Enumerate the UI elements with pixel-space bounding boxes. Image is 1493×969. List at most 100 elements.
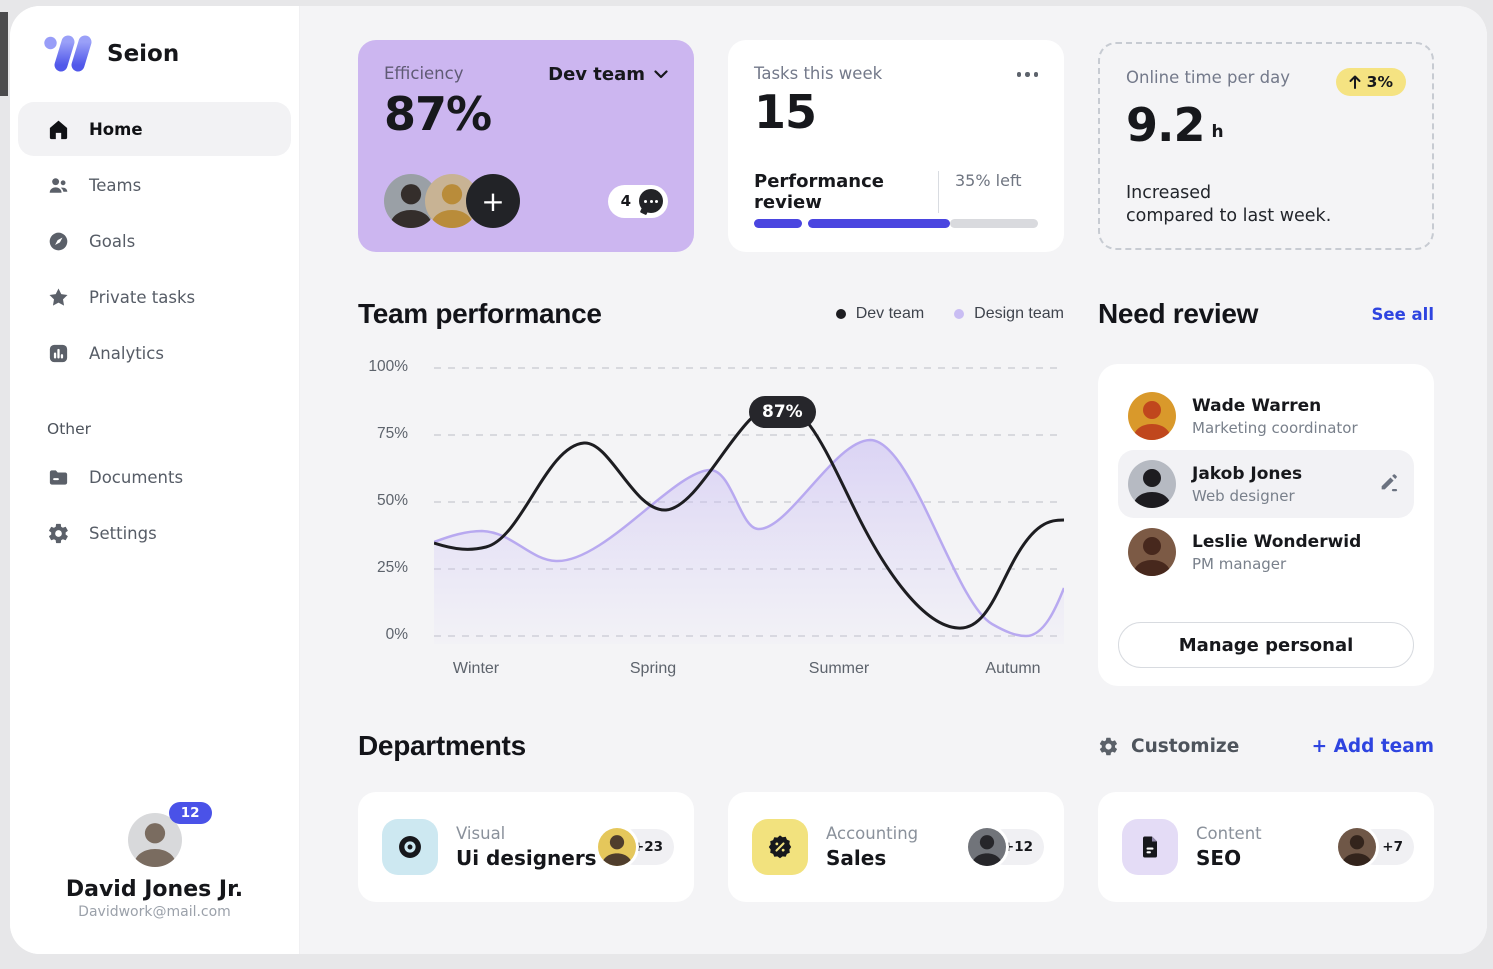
delta-badge: 3% (1335, 68, 1406, 96)
sidebar-item-documents[interactable]: Documents (18, 450, 291, 504)
more-options-icon[interactable] (1016, 64, 1038, 77)
customize-label: Customize (1131, 735, 1240, 757)
add-member-button[interactable]: + (466, 174, 520, 228)
x-axis-tick: Winter (452, 660, 500, 677)
online-time-note: Increased compared to last week. (1126, 183, 1332, 227)
customize-button[interactable]: Customize (1098, 736, 1239, 757)
department-category: Visual (456, 824, 506, 843)
sidebar-item-goals[interactable]: Goals (18, 214, 291, 268)
progress-segment-remaining (950, 219, 1038, 228)
person-role: Marketing coordinator (1192, 418, 1358, 437)
sidebar-section-label: Other (47, 420, 92, 438)
person-role: PM manager (1192, 554, 1287, 573)
person-row-leslie[interactable]: Leslie Wonderwid PM manager (1118, 518, 1414, 586)
gear-icon (47, 522, 70, 545)
profile-email: Davidwork@mail.com (78, 904, 231, 920)
progress-segment-filled (754, 219, 802, 228)
progress-segment-filled (808, 219, 950, 228)
department-name: Sales (826, 846, 887, 870)
task-name: Performance review (754, 171, 884, 213)
department-card-seo[interactable]: Content SEO +7 (1098, 792, 1434, 902)
comments-pill[interactable]: 4 (607, 184, 668, 218)
team-selector-dropdown[interactable]: Dev team (548, 64, 668, 85)
team-selector-value: Dev team (548, 64, 645, 85)
legend-design-team: Design team (954, 305, 1064, 323)
legend-dot-icon (954, 309, 965, 319)
see-all-link[interactable]: See all (1371, 304, 1434, 324)
department-name: Ui designers (456, 846, 597, 870)
sidebar-item-home[interactable]: Home (18, 102, 291, 156)
arrow-up-icon (1349, 75, 1361, 89)
department-name: SEO (1196, 846, 1242, 870)
need-review-title: Need review (1098, 298, 1259, 329)
person-role: Web designer (1192, 486, 1295, 505)
compass-icon (47, 230, 70, 253)
departments-title: Departments (358, 730, 526, 761)
team-performance-section: Team performance Dev team Design team (358, 298, 1064, 686)
design-team-area (434, 440, 1064, 644)
sidebar-nav: Home Teams Goals (10, 102, 299, 380)
folder-icon (47, 466, 70, 489)
bar-chart-icon (47, 342, 70, 365)
add-team-link[interactable]: + Add team (1311, 735, 1434, 757)
department-card-ui-designers[interactable]: Visual Ui designers +23 (358, 792, 694, 902)
sidebar-item-settings[interactable]: Settings (18, 506, 291, 560)
online-time-label: Online time per day (1126, 68, 1290, 87)
main-content: Efficiency Dev team 87% + (300, 6, 1487, 954)
x-axis-tick: Spring (629, 660, 677, 677)
tasks-label: Tasks this week (754, 64, 883, 83)
online-time-unit: h (1211, 122, 1224, 142)
x-axis-tick: Summer (808, 660, 870, 677)
star-icon (47, 286, 70, 309)
sidebar-item-label: Private tasks (89, 287, 196, 307)
sidebar-item-private-tasks[interactable]: Private tasks (18, 270, 291, 324)
chat-bubble-icon (639, 189, 663, 213)
member-count-group: +7 (1338, 827, 1414, 867)
notification-badge: 12 (168, 802, 212, 824)
sidebar-item-label: Documents (89, 467, 184, 487)
sidebar-item-label: Home (89, 119, 143, 139)
team-avatar-stack: + (384, 174, 520, 228)
avatar (1338, 828, 1376, 866)
teams-icon (47, 174, 70, 197)
chart-legend: Dev team Design team (835, 305, 1064, 323)
chart-tooltip: 87% (749, 396, 816, 428)
logo-mark-icon (44, 35, 92, 72)
person-name: Jakob Jones (1192, 463, 1303, 484)
y-axis-tick: 0% (385, 626, 408, 643)
online-time-value: 9.2 (1126, 98, 1205, 152)
person-row-jakob[interactable]: Jakob Jones Web designer (1118, 450, 1414, 518)
profile-name: David Jones Jr. (65, 877, 244, 902)
stat-cards-row: Efficiency Dev team 87% + (358, 40, 1487, 252)
sidebar-item-label: Goals (89, 231, 136, 251)
avatar (1128, 392, 1176, 440)
legend-dev-team: Dev team (835, 305, 924, 323)
efficiency-value: 87% (384, 87, 492, 141)
tasks-card: Tasks this week 15 Performance review 35… (728, 40, 1064, 252)
design-team-line (434, 438, 1064, 638)
avatar (1128, 528, 1176, 576)
avatar (127, 813, 182, 867)
sidebar-profile[interactable]: 12 David Jones Jr. Davidwork@mail.com (10, 802, 299, 920)
sidebar-other-nav: Documents Settings (10, 450, 299, 560)
sidebar-item-teams[interactable]: Teams (18, 158, 291, 212)
sidebar-item-analytics[interactable]: Analytics (18, 326, 291, 380)
person-name: Leslie Wonderwid (1192, 531, 1362, 552)
document-badge-icon (1122, 819, 1178, 875)
member-count-group: +23 (598, 827, 674, 867)
y-axis-tick: 75% (376, 425, 408, 442)
person-row-wade[interactable]: Wade Warren Marketing coordinator (1118, 382, 1414, 450)
department-card-sales[interactable]: Accounting Sales +12 (728, 792, 1064, 902)
comment-count: 4 (620, 192, 631, 210)
x-axis-tick: Autumn (985, 660, 1041, 677)
sidebar: Seion Home Teams (10, 6, 300, 954)
manage-personal-button[interactable]: Manage personal (1118, 622, 1414, 668)
gear-icon (1098, 736, 1119, 757)
pencil-icon (1381, 473, 1398, 491)
edit-button[interactable] (1374, 468, 1404, 501)
department-category: Content (1196, 824, 1262, 843)
avatar (425, 174, 479, 228)
efficiency-label: Efficiency (384, 64, 464, 83)
y-axis-tick: 25% (376, 559, 408, 576)
